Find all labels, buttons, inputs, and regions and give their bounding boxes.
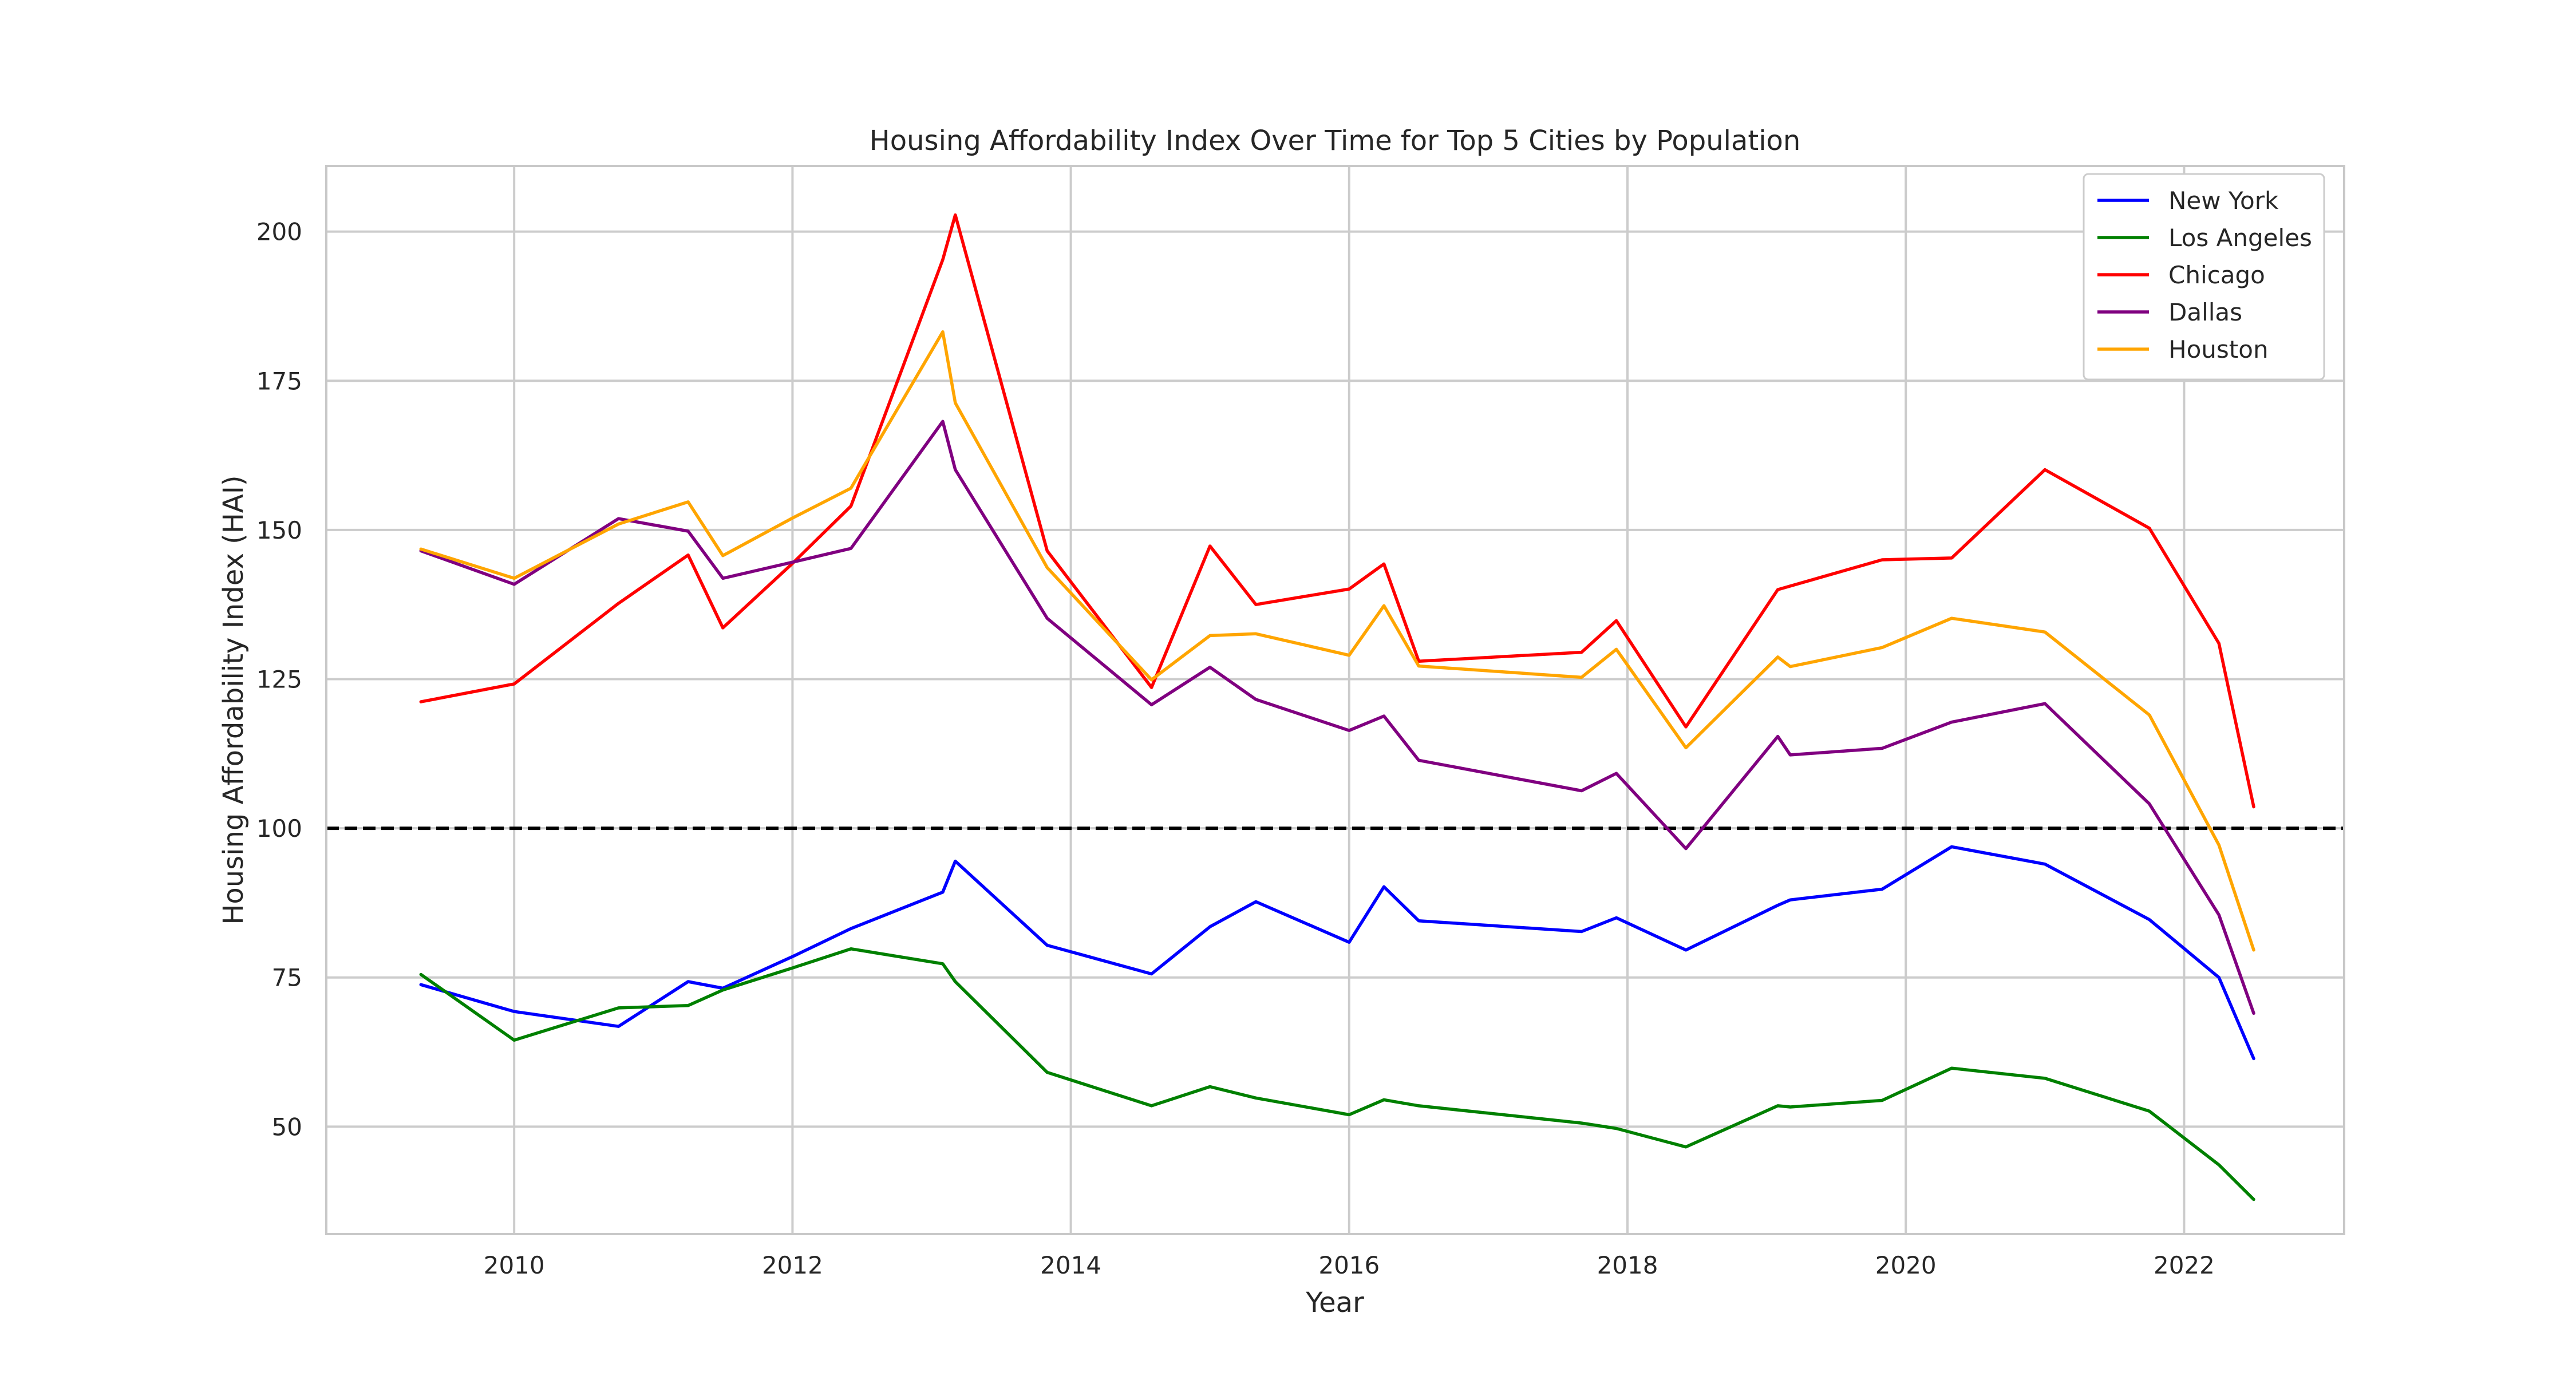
chart-title: Housing Affordability Index Over Time fo…	[870, 125, 1801, 157]
y-tick-label-150: 150	[256, 516, 302, 544]
x-tick-label-2020: 2020	[1875, 1251, 1937, 1279]
legend-label-houston: Houston	[2168, 335, 2269, 363]
series-line-chicago	[419, 213, 2255, 809]
y-tick-label-100: 100	[256, 814, 302, 843]
x-axis-label: Year	[1305, 1287, 1364, 1319]
y-tick-label-175: 175	[256, 367, 302, 395]
legend-box	[2083, 173, 2325, 381]
y-tick-label-75: 75	[272, 964, 302, 992]
x-tick-labels: 2010 2012 2014 2016 2018 2020 2022	[484, 1251, 2215, 1279]
legend-label-new-york: New York	[2168, 187, 2279, 215]
series-line-dallas	[419, 420, 2255, 1015]
x-tick-label-2022: 2022	[2154, 1251, 2215, 1279]
legend-label-los-angeles: Los Angeles	[2168, 224, 2312, 252]
x-tick-label-2014: 2014	[1040, 1251, 1101, 1279]
y-tick-label-200: 200	[256, 218, 302, 246]
x-tick-label-2018: 2018	[1597, 1251, 1658, 1279]
x-tick-label-2016: 2016	[1318, 1251, 1380, 1279]
plot-frame	[325, 165, 2345, 1235]
series-lines	[419, 213, 2255, 1201]
x-tick-label-2012: 2012	[762, 1251, 823, 1279]
series-line-los-angeles	[419, 947, 2255, 1201]
series-line-houston	[419, 330, 2255, 952]
series-line-new-york	[419, 845, 2255, 1061]
y-tick-label-125: 125	[256, 666, 302, 694]
y-tick-labels: 50 75 100 125 150 175 200	[256, 218, 302, 1141]
legend-label-chicago: Chicago	[2168, 261, 2265, 289]
y-tick-label-50: 50	[272, 1113, 302, 1141]
y-axis-label: Housing Affordability Index (HAI)	[218, 475, 250, 924]
legend-label-dallas: Dallas	[2168, 298, 2242, 326]
legend: New York Los Angeles Chicago Dallas Houston	[2083, 173, 2325, 381]
x-tick-label-2010: 2010	[484, 1251, 545, 1279]
